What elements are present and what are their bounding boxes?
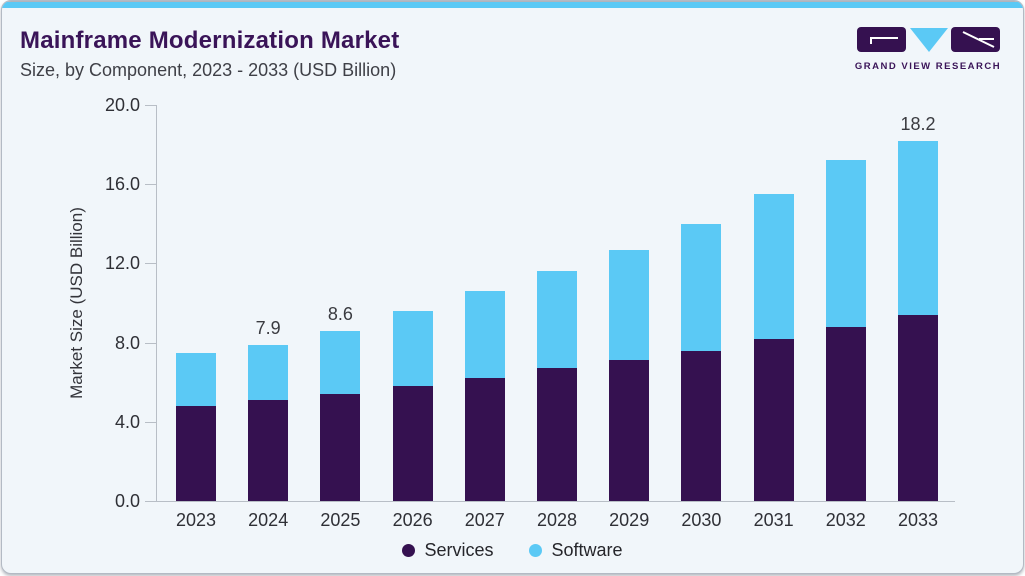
x-label-2028: 2028 [536, 510, 578, 530]
bar-segment-software [825, 160, 866, 327]
bar-segment-services [464, 378, 505, 501]
logo-r-block-icon [950, 27, 1000, 52]
y-tick-label: 8.0 [114, 332, 140, 353]
y-tick-mark [145, 501, 156, 502]
bar-segment-services [825, 326, 866, 501]
y-tick-label: 20.0 [104, 95, 140, 115]
bar-segment-software [392, 310, 433, 387]
x-label-2026: 2026 [392, 510, 433, 530]
bar-2023 [176, 352, 216, 502]
y-tick-mark [145, 342, 156, 344]
logo-g-stroke-icon [869, 37, 898, 44]
legend-label: Services [424, 540, 494, 560]
bar-segment-software [320, 330, 361, 395]
page-subtitle: Size, by Component, 2023 - 2033 (USD Bil… [20, 60, 397, 80]
x-label-2030: 2030 [681, 510, 722, 530]
legend-dot-services-icon [402, 544, 416, 557]
bar-2031 [753, 194, 794, 501]
y-tick-label: 16.0 [104, 174, 140, 195]
x-label-2024: 2024 [248, 510, 289, 530]
bar-segment-services [176, 405, 216, 501]
bar-segment-software [248, 344, 289, 401]
top-accent-strip [2, 1, 1023, 8]
legend-label: Software [551, 540, 623, 560]
bar-segment-services [609, 360, 650, 501]
bar-total-label-2033: 18.2 [900, 113, 936, 134]
bar-segment-software [176, 352, 216, 406]
legend-item-services: Services [402, 540, 493, 561]
bar-2033 [898, 140, 938, 501]
page-title: Mainframe Modernization Market [20, 27, 400, 54]
y-tick-label: 0.0 [114, 491, 140, 511]
bar-segment-services [898, 314, 938, 501]
x-axis-line [156, 501, 955, 502]
bar-2030 [681, 223, 722, 501]
bar-segment-services [248, 400, 289, 501]
bar-segment-software [537, 271, 577, 369]
y-tick-mark [145, 421, 156, 423]
bar-segment-software [464, 291, 505, 379]
top-blue-line [2, 2, 1023, 8]
gvr-logo-text: GRAND VIEW RESEARCH [854, 61, 1002, 72]
gvr-logo-marks [856, 27, 1000, 52]
chart-legend: Services Software [2, 540, 1023, 561]
bar-segment-services [537, 368, 577, 501]
x-label-2023: 2023 [175, 510, 217, 530]
y-axis-title: Market Size (USD Billion) [67, 207, 86, 399]
bar-segment-software [753, 194, 794, 339]
bar-total-label-2024: 7.9 [255, 317, 281, 338]
gvr-logo: GRAND VIEW RESEARCH [853, 27, 1003, 72]
y-tick-mark [145, 184, 156, 186]
logo-r-stroke-icon [962, 31, 994, 48]
bar-segment-services [753, 338, 794, 501]
bar-segment-services [320, 394, 361, 501]
legend-dot-software-icon [529, 544, 543, 557]
x-label-2029: 2029 [609, 510, 650, 530]
bar-segment-software [609, 249, 650, 361]
bar-segment-software [681, 223, 722, 351]
y-tick-mark [145, 105, 156, 106]
y-tick-label: 4.0 [114, 411, 140, 432]
bar-2024 [248, 344, 289, 501]
bar-2026 [392, 310, 433, 501]
bar-segment-services [681, 350, 722, 501]
legend-item-software: Software [529, 540, 623, 561]
bar-2032 [825, 160, 866, 501]
x-label-2025: 2025 [320, 510, 361, 530]
logo-v-triangle-icon [909, 28, 948, 52]
bar-2027 [464, 291, 505, 501]
y-tick-mark [145, 263, 156, 265]
bar-2028 [537, 271, 577, 501]
x-label-2027: 2027 [464, 510, 505, 530]
y-axis-line [156, 105, 157, 501]
logo-g-block-icon [856, 27, 906, 52]
bar-total-label-2025: 8.6 [327, 303, 353, 324]
x-label-2032: 2032 [825, 510, 866, 530]
bar-2029 [609, 249, 650, 501]
bar-segment-services [392, 386, 433, 501]
bar-2025 [320, 330, 361, 501]
top-gray-line [2, 1, 1023, 2]
bar-segment-software [898, 140, 938, 315]
x-label-2031: 2031 [753, 510, 794, 530]
y-tick-label: 12.0 [104, 253, 140, 274]
x-label-2033: 2033 [897, 510, 939, 530]
